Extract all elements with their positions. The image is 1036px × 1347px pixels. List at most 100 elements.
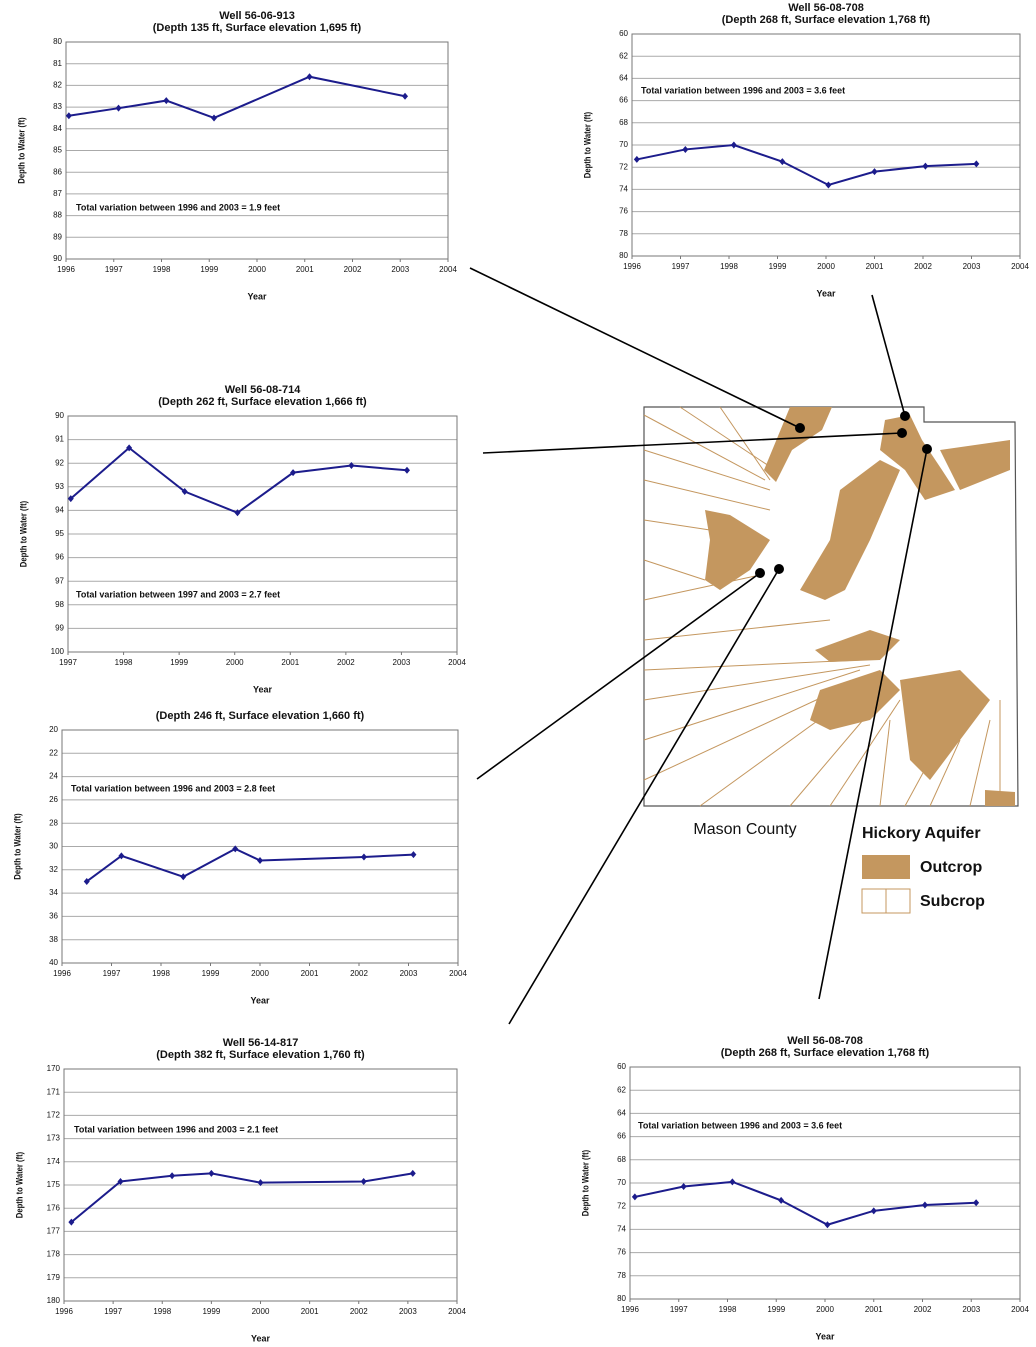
leader-line xyxy=(871,294,906,417)
data-point xyxy=(83,877,90,885)
x-tick-label: 1996 xyxy=(623,262,641,271)
y-tick-label: 24 xyxy=(49,772,58,781)
x-tick-label: 1999 xyxy=(200,265,218,274)
y-tick-label: 38 xyxy=(49,935,58,944)
y-tick-label: 64 xyxy=(617,1109,626,1118)
x-tick-label: 1997 xyxy=(670,1305,688,1314)
data-point xyxy=(871,168,878,176)
x-tick-label: 2000 xyxy=(252,1307,270,1316)
data-point xyxy=(232,845,239,853)
x-tick-label: 1997 xyxy=(105,265,123,274)
y-tick-label: 28 xyxy=(49,818,58,827)
chart-subtitle: (Depth 262 ft, Surface elevation 1,666 f… xyxy=(158,396,367,408)
y-tick-label: 72 xyxy=(617,1201,626,1210)
y-axis-label: Depth to Water (ft) xyxy=(14,1152,25,1219)
x-tick-label: 1998 xyxy=(115,658,133,667)
chart-subtitle: (Depth 246 ft, Surface elevation 1,660 f… xyxy=(156,710,365,722)
leader-line xyxy=(482,432,903,454)
series-line xyxy=(636,143,977,187)
y-tick-label: 96 xyxy=(55,553,64,562)
x-tick-label: 1998 xyxy=(153,265,171,274)
x-tick-label: 2001 xyxy=(301,969,319,978)
series-line xyxy=(634,1180,977,1226)
y-tick-label: 175 xyxy=(47,1180,61,1189)
x-tick-label: 2004 xyxy=(449,969,467,978)
y-tick-label: 176 xyxy=(47,1203,61,1212)
x-tick-label: 2000 xyxy=(248,265,266,274)
x-tick-label: 1998 xyxy=(720,262,738,271)
legend-label: Outcrop xyxy=(920,859,982,876)
y-tick-label: 172 xyxy=(47,1111,61,1120)
y-tick-label: 36 xyxy=(49,912,58,921)
x-tick-label: 1998 xyxy=(153,1307,171,1316)
data-point xyxy=(973,160,980,168)
y-tick-label: 85 xyxy=(53,146,62,155)
x-tick-label: 2002 xyxy=(914,1305,932,1314)
y-tick-label: 95 xyxy=(55,529,64,538)
x-tick-label: 1998 xyxy=(719,1305,737,1314)
y-tick-label: 180 xyxy=(47,1296,61,1305)
annotation: Total variation between 1997 and 2003 = … xyxy=(76,589,280,599)
y-axis-label: Depth to Water (ft) xyxy=(12,813,23,880)
y-tick-label: 62 xyxy=(617,1085,626,1094)
y-tick-label: 68 xyxy=(619,118,628,127)
y-tick-label: 60 xyxy=(617,1062,626,1071)
x-tick-label: 2004 xyxy=(439,265,457,274)
data-point xyxy=(257,856,263,864)
data-point xyxy=(306,73,313,81)
y-tick-label: 170 xyxy=(47,1064,61,1073)
x-tick-label: 2004 xyxy=(448,1307,466,1316)
y-tick-label: 76 xyxy=(617,1248,626,1257)
outcrop xyxy=(705,407,1015,806)
y-tick-label: 68 xyxy=(617,1155,626,1164)
y-tick-label: 26 xyxy=(49,795,58,804)
data-point xyxy=(778,1196,785,1204)
leader-line xyxy=(508,568,780,1025)
y-tick-label: 76 xyxy=(619,207,628,216)
x-tick-label: 2002 xyxy=(337,658,355,667)
chart-subtitle: (Depth 382 ft, Surface elevation 1,760 f… xyxy=(156,1049,365,1061)
x-axis-label: Year xyxy=(250,995,270,1005)
y-tick-label: 34 xyxy=(49,888,58,897)
data-point xyxy=(973,1199,980,1207)
data-point xyxy=(870,1207,877,1215)
y-tick-label: 40 xyxy=(49,958,58,967)
chart-title: Well 56-06-913 xyxy=(219,10,295,22)
y-tick-label: 91 xyxy=(55,435,64,444)
annotation: Total variation between 1996 and 2003 = … xyxy=(74,1124,278,1134)
y-tick-label: 66 xyxy=(617,1132,626,1141)
data-point xyxy=(410,851,417,859)
data-point xyxy=(730,141,737,149)
y-tick-label: 80 xyxy=(619,251,628,260)
y-tick-label: 22 xyxy=(49,748,58,757)
y-tick-label: 81 xyxy=(53,59,62,68)
y-tick-label: 94 xyxy=(55,506,64,515)
data-point xyxy=(234,509,241,517)
x-tick-label: 1999 xyxy=(202,1307,220,1316)
data-point xyxy=(65,112,72,120)
y-tick-label: 66 xyxy=(619,96,628,105)
annotation: Total variation between 1996 and 2003 = … xyxy=(638,1120,842,1130)
data-point xyxy=(117,1178,124,1186)
y-tick-label: 87 xyxy=(53,189,62,198)
legend-label: Subcrop xyxy=(920,893,985,910)
data-point xyxy=(779,158,786,166)
x-tick-label: 2003 xyxy=(393,658,411,667)
y-tick-label: 20 xyxy=(49,725,58,734)
data-point xyxy=(682,145,689,153)
x-tick-label: 1996 xyxy=(53,969,71,978)
data-point xyxy=(126,444,133,452)
chart-subtitle: (Depth 135 ft, Surface elevation 1,695 f… xyxy=(153,22,362,34)
annotation: Total variation between 1996 and 2003 = … xyxy=(71,783,275,793)
leader-line xyxy=(469,267,801,429)
plot-frame xyxy=(63,1068,458,1302)
y-tick-label: 92 xyxy=(55,458,64,467)
data-point xyxy=(921,1201,928,1209)
y-tick-label: 60 xyxy=(619,29,628,38)
x-tick-label: 2001 xyxy=(296,265,314,274)
chart-title: Well 56-08-708 xyxy=(787,1035,863,1047)
y-tick-label: 80 xyxy=(53,37,62,46)
x-tick-label: 1999 xyxy=(170,658,188,667)
plot-frame xyxy=(61,729,459,964)
x-tick-label: 1997 xyxy=(672,262,690,271)
